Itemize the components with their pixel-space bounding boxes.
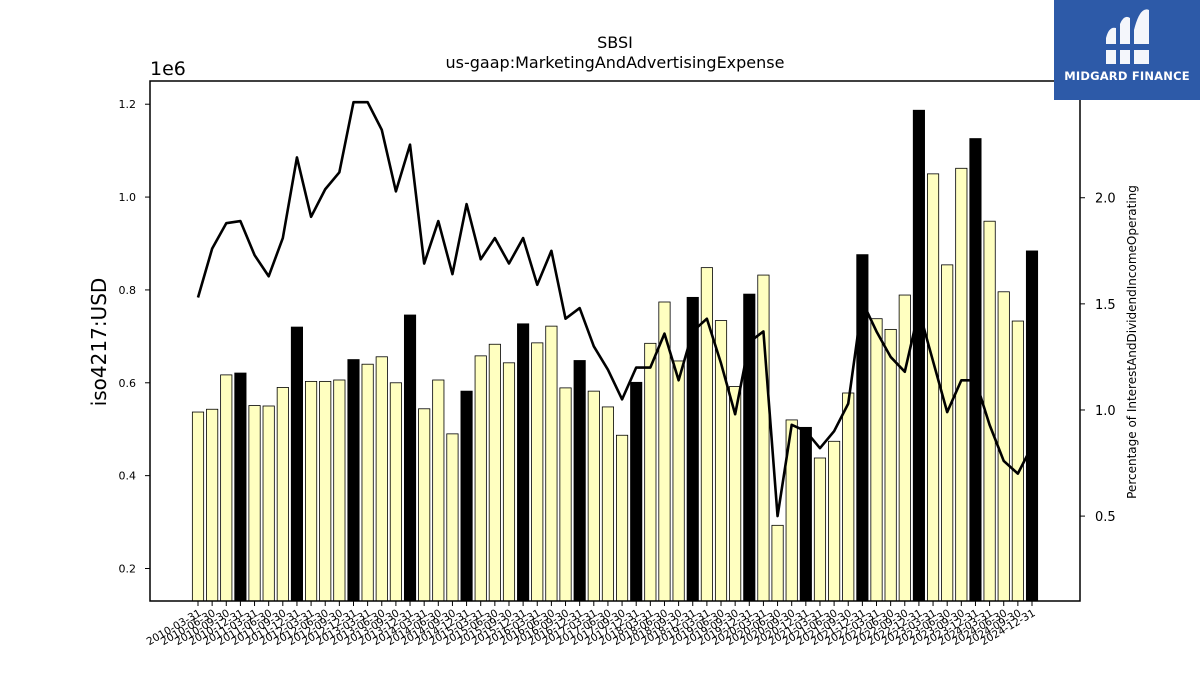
y2-tick-label: 1.5 — [1095, 298, 1116, 313]
bar-2022-06-30 — [884, 328, 897, 602]
y-tick-label: 1.0 — [119, 191, 137, 204]
bar-2012-06-30 — [319, 380, 332, 602]
y-tick-label: 0.8 — [119, 284, 137, 297]
bar-2013-12-31 — [403, 314, 417, 602]
plot-frame — [149, 80, 1081, 602]
bar-2016-12-31 — [573, 360, 586, 602]
midgard-logo-icon — [1104, 9, 1152, 64]
bar-2014-03-31 — [418, 408, 431, 602]
bar-2011-09-30 — [276, 387, 289, 602]
bar-2022-03-31 — [870, 318, 883, 602]
bar-2020-12-31 — [799, 426, 812, 602]
bar-2022-12-31 — [912, 109, 925, 602]
bar-2015-03-31 — [474, 355, 487, 602]
bar-2010-12-31 — [234, 372, 247, 602]
y-tick-label: 0.4 — [119, 470, 137, 483]
bar-2011-03-31 — [248, 405, 261, 602]
bar-2013-06-30 — [375, 356, 388, 602]
bar-2010-06-30 — [206, 408, 219, 602]
bar-2012-12-31 — [347, 359, 360, 602]
chart-title: SBSI — [597, 33, 633, 52]
bar-2017-06-30 — [601, 406, 614, 602]
bar-2018-03-31 — [644, 342, 657, 602]
bar-2024-09-30 — [1011, 320, 1024, 602]
y-tick-label: 0.6 — [119, 377, 137, 390]
bar-2011-12-31 — [290, 326, 304, 602]
y-offset-label: 1e6 — [150, 58, 186, 80]
y2-tick-label: 0.5 — [1095, 510, 1116, 525]
bar-2014-09-30 — [446, 433, 459, 602]
bar-2017-09-30 — [616, 434, 629, 602]
bar-2023-03-31 — [927, 173, 940, 602]
bar-2013-03-31 — [361, 363, 374, 602]
bar-2011-06-30 — [262, 405, 275, 602]
chart-subtitle: us-gaap:MarketingAndAdvertisingExpense — [446, 53, 785, 72]
bar-2010-03-31 — [191, 411, 205, 602]
bar-2021-09-30 — [842, 392, 855, 602]
y-axis-label: iso4217:USD — [87, 278, 111, 407]
bar-2016-03-31 — [531, 342, 544, 602]
line-percentage-series — [196, 100, 1034, 518]
line-series — [196, 100, 1034, 518]
watermark-logo: MIDGARD FINANCE — [1054, 0, 1200, 100]
bar-series — [191, 109, 1039, 602]
y2-tick-label: 1.0 — [1095, 404, 1116, 419]
y-tick-label: 0.2 — [119, 563, 137, 576]
bar-2015-06-30 — [488, 343, 501, 602]
bar-2014-06-30 — [432, 379, 445, 602]
bar-2013-09-30 — [389, 382, 402, 602]
bar-2012-09-30 — [333, 379, 346, 602]
bar-2023-09-30 — [955, 167, 968, 602]
bar-2010-09-30 — [220, 374, 233, 602]
bar-2012-03-31 — [305, 380, 318, 602]
watermark-text: MIDGARD FINANCE — [1064, 69, 1190, 83]
bar-2023-12-31 — [969, 138, 982, 602]
bar-2022-09-30 — [898, 294, 911, 602]
bar-2015-12-31 — [517, 323, 530, 602]
bar-2020-06-30 — [771, 524, 784, 602]
bar-2020-03-31 — [757, 274, 770, 602]
bar-2017-12-31 — [630, 381, 643, 602]
bar-2016-09-30 — [559, 387, 572, 602]
bar-2016-06-30 — [545, 325, 558, 602]
bar-2017-03-31 — [587, 390, 600, 602]
bar-2024-06-30 — [997, 291, 1010, 602]
axes: 0.20.40.60.81.01.20.51.01.52.02010-03-31… — [119, 80, 1116, 648]
bar-2021-03-31 — [813, 457, 827, 602]
y2-axis-label: Percentage of InterestAndDividendIncomeO… — [1125, 185, 1139, 499]
bar-2019-09-30 — [729, 386, 742, 602]
y2-tick-label: 2.0 — [1095, 192, 1116, 207]
y-tick-label: 1.2 — [119, 98, 137, 111]
bar-2014-12-31 — [460, 390, 473, 602]
bar-2018-09-30 — [672, 360, 685, 602]
bar-2021-06-30 — [828, 440, 841, 602]
bar-2024-12-31 — [1025, 250, 1039, 602]
bar-2015-09-30 — [502, 362, 516, 602]
bar-2023-06-30 — [941, 264, 954, 602]
